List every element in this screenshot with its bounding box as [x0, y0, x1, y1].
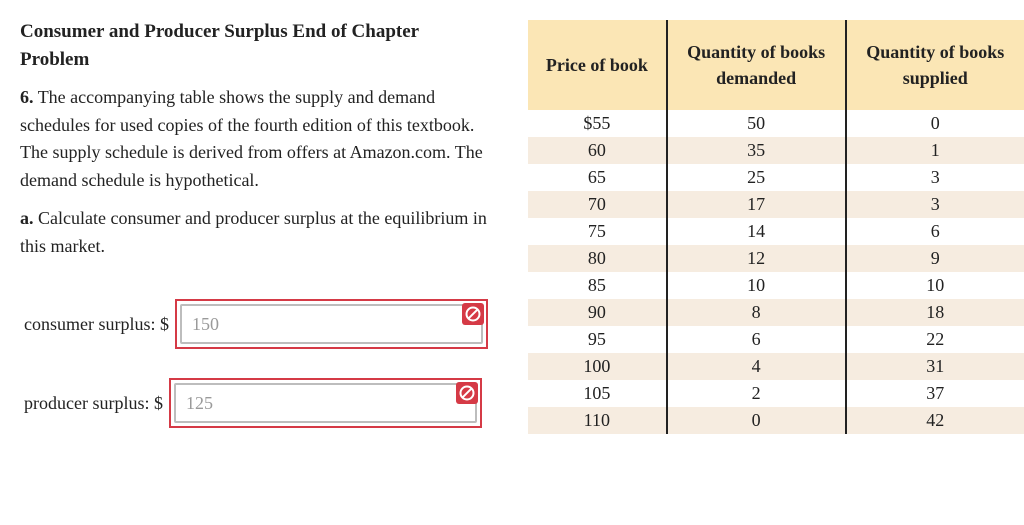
- header-price: Price of book: [528, 20, 668, 110]
- price-cell: 60: [528, 137, 668, 164]
- price-cell: $55: [528, 110, 668, 137]
- demanded-cell: 25: [666, 164, 847, 191]
- consumer-surplus-error-frame: [174, 299, 488, 349]
- incorrect-icon: [461, 303, 484, 325]
- supplied-cell: 9: [845, 245, 1024, 272]
- price-cell: 80: [528, 245, 668, 272]
- producer-surplus-label: producer surplus: $: [24, 392, 163, 413]
- supplied-cell: 31: [845, 353, 1024, 380]
- part-a-body: Calculate consumer and producer surplus …: [20, 208, 487, 256]
- price-cell: 70: [528, 191, 668, 218]
- consumer-surplus-row: consumer surplus: $: [24, 299, 488, 349]
- table-row: 110 0 42: [528, 407, 1024, 434]
- question-body: The accompanying table shows the supply …: [20, 87, 483, 190]
- demanded-cell: 2: [666, 380, 847, 407]
- demanded-cell: 50: [666, 110, 847, 137]
- demanded-cell: 14: [666, 218, 847, 245]
- table-row: 95 6 22: [528, 326, 1024, 353]
- price-cell: 90: [528, 299, 668, 326]
- consumer-surplus-label: consumer surplus: $: [24, 313, 169, 334]
- demanded-cell: 35: [666, 137, 847, 164]
- table-row: 85 10 10: [528, 272, 1024, 299]
- table-row: 90 8 18: [528, 299, 1024, 326]
- supplied-cell: 18: [845, 299, 1024, 326]
- consumer-surplus-input[interactable]: [179, 304, 483, 344]
- problem-panel: Consumer and Producer Surplus End of Cha…: [20, 18, 500, 260]
- supplied-cell: 22: [926, 329, 945, 349]
- supplied-cell: 0: [930, 113, 940, 133]
- table-row: $55 50 0: [528, 110, 1024, 137]
- header-quantity-supplied: Quantity of books supplied: [845, 20, 1024, 110]
- part-a-label: a.: [20, 208, 34, 228]
- supplied-cell: 1: [845, 137, 1024, 164]
- price-cell: 105: [528, 380, 668, 407]
- demanded-cell: 6: [666, 326, 847, 353]
- producer-surplus-error-frame: [168, 378, 482, 428]
- demanded-cell: 4: [666, 353, 847, 380]
- header-quantity-demanded: Quantity of books demanded: [666, 20, 847, 110]
- supply-demand-table: Price of book Quantity of books demanded…: [528, 20, 1024, 434]
- table-header-row: Price of book Quantity of books demanded…: [528, 20, 1024, 110]
- table-row: 80 12 9: [528, 245, 1024, 272]
- table-row: 70 17 3: [528, 191, 1024, 218]
- supplied-cell: 3: [845, 191, 1024, 218]
- price-cell: 65: [528, 164, 668, 191]
- question-number: 6.: [20, 87, 34, 107]
- producer-surplus-row: producer surplus: $: [24, 378, 482, 428]
- supplied-cell: 10: [926, 275, 945, 295]
- table-row: 100 4 31: [528, 353, 1024, 380]
- price-cell: 85: [528, 272, 668, 299]
- price-cell: 110: [528, 407, 668, 434]
- demanded-cell: 17: [666, 191, 847, 218]
- demanded-cell: 0: [666, 407, 847, 434]
- table-row: 75 14 6: [528, 218, 1024, 245]
- supplied-cell: 37: [926, 383, 945, 403]
- table-row: 65 25 3: [528, 164, 1024, 191]
- part-a-text: a. Calculate consumer and producer surpl…: [20, 205, 490, 260]
- question-text: 6. The accompanying table shows the supp…: [20, 84, 490, 194]
- price-cell: 95: [528, 326, 668, 353]
- producer-surplus-input[interactable]: [173, 383, 477, 423]
- price-cell: 75: [528, 218, 668, 245]
- supplied-cell: 42: [845, 407, 1024, 434]
- demanded-cell: 8: [666, 299, 847, 326]
- problem-title: Consumer and Producer Surplus End of Cha…: [20, 21, 419, 70]
- supplied-cell: 3: [930, 167, 940, 187]
- incorrect-icon: [455, 382, 478, 404]
- table-row: 105 2 37: [528, 380, 1024, 407]
- supplied-cell: 6: [930, 221, 940, 241]
- demanded-cell: 10: [666, 272, 847, 299]
- price-cell: 100: [528, 353, 668, 380]
- demanded-cell: 12: [666, 245, 847, 272]
- table-row: 60 35 1: [528, 137, 1024, 164]
